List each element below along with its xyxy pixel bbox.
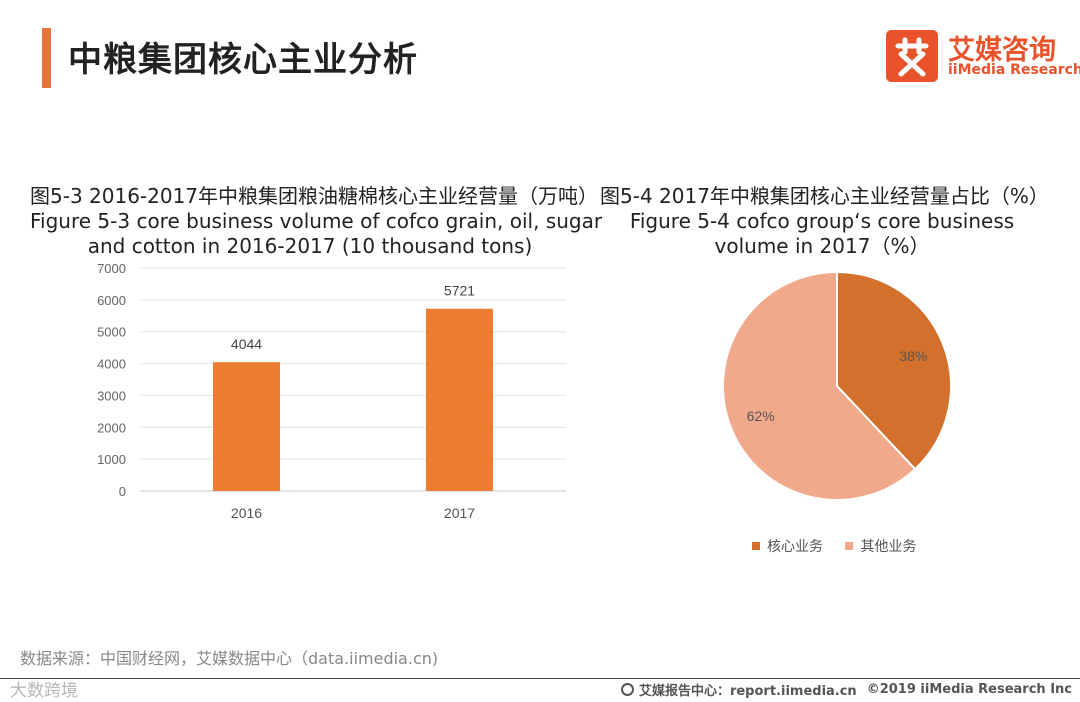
y-tick-label-2000: 2000 bbox=[97, 420, 126, 435]
logo-glyph-icon bbox=[895, 37, 929, 77]
copyright: ©2019 iiMedia Research Inc bbox=[866, 682, 1072, 697]
iimedia-logo: 艾媒咨询 iiMedia Research bbox=[886, 30, 1080, 84]
globe-icon bbox=[620, 683, 634, 696]
y-tick-label-6000: 6000 bbox=[97, 293, 126, 308]
bar-value-label-2016: 4044 bbox=[231, 336, 262, 352]
bar-2016 bbox=[213, 362, 280, 491]
y-tick-label-4000: 4000 bbox=[97, 357, 126, 372]
y-tick-label-3000: 3000 bbox=[97, 388, 126, 403]
pie-slice-core bbox=[836, 270, 952, 471]
footer-divider bbox=[0, 678, 1080, 679]
watermark: 大数跨境 bbox=[10, 681, 78, 701]
legend-swatch-core bbox=[752, 542, 760, 550]
pie-label-core: 38% bbox=[899, 348, 927, 364]
bar-2017 bbox=[426, 308, 493, 491]
y-tick-label-7000: 7000 bbox=[97, 261, 126, 276]
pie-legend: 核心业务 其他业务 bbox=[752, 536, 934, 556]
pie-chart-title-cn: 图5-4 2017年中粮集团核心主业经营量占比（%） bbox=[600, 184, 1049, 208]
bar-chart-title-cn: 图5-3 2016-2017年中粮集团粮油糖棉核心主业经营量（万吨） bbox=[30, 184, 599, 208]
legend-swatch-other bbox=[845, 542, 854, 550]
pie-label-other: 62% bbox=[747, 408, 775, 424]
bar-chart-title-en-1: Figure 5-3 core business volume of cofco… bbox=[30, 209, 603, 233]
page-title: 中粮集团核心主业分析 bbox=[68, 40, 418, 80]
y-tick-label-5000: 5000 bbox=[97, 325, 126, 340]
bar-chart-caption: 图5-3 2016-2017年中粮集团粮油糖棉核心主业经营量（万吨） Figur… bbox=[30, 184, 603, 259]
title-accent-bar bbox=[42, 28, 51, 88]
legend-item-other: 其他业务 bbox=[845, 536, 916, 556]
y-tick-label-1000: 1000 bbox=[97, 452, 126, 467]
data-source: 数据来源：中国财经网，艾媒数据中心（data.iimedia.cn) bbox=[20, 649, 439, 668]
logo-en-text: iiMedia Research bbox=[948, 62, 1080, 78]
pie-slice-other bbox=[722, 270, 917, 501]
bar-chart-title-en-2: and cotton in 2016-2017 (10 thousand ton… bbox=[87, 234, 533, 258]
x-tick-label-2016: 2016 bbox=[231, 505, 262, 521]
bar-value-label-2017: 5721 bbox=[444, 283, 475, 299]
footer-credits: 艾媒报告中心：report.iimedia.cn ©2019 iiMedia R… bbox=[620, 680, 1072, 699]
y-tick-label-0: 0 bbox=[119, 484, 126, 499]
legend-label-core: 核心业务 bbox=[767, 539, 823, 555]
x-tick-label-2017: 2017 bbox=[444, 505, 475, 521]
legend-label-other: 其他业务 bbox=[860, 539, 917, 555]
pie-chart-title-en-1: Figure 5-4 cofco group‘s core business bbox=[629, 209, 1015, 233]
legend-item-core: 核心业务 bbox=[752, 536, 823, 556]
logo-mark-icon bbox=[886, 30, 938, 82]
pie-chart-caption: 图5-4 2017年中粮集团核心主业经营量占比（%） Figure 5-4 co… bbox=[600, 184, 1049, 259]
pie-chart-title-en-2: volume in 2017（%） bbox=[714, 234, 930, 258]
logo-cn-text: 艾媒咨询 bbox=[948, 35, 1056, 66]
report-center-link[interactable]: 艾媒报告中心：report.iimedia.cn bbox=[638, 684, 857, 699]
